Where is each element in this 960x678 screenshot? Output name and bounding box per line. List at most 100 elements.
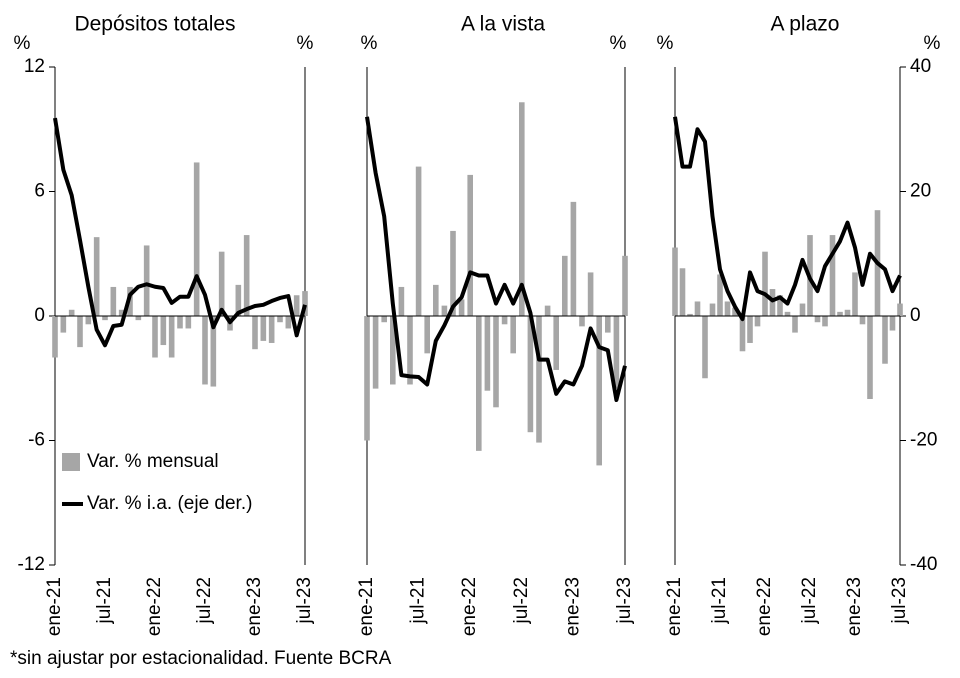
bar	[441, 305, 448, 316]
bar	[102, 316, 108, 321]
bar	[177, 316, 183, 329]
bar	[777, 295, 783, 316]
bar	[493, 316, 499, 408]
bar	[553, 316, 559, 370]
bar	[709, 303, 716, 316]
bar	[364, 316, 370, 441]
bar	[415, 166, 422, 316]
bar	[277, 316, 283, 323]
x-tick-label: jul-21	[408, 577, 429, 624]
bar	[859, 316, 866, 325]
bar	[390, 316, 396, 385]
y2-tick-label: -20	[910, 430, 937, 451]
x-tick-label: ene-21	[356, 577, 377, 636]
y-unit: %	[657, 33, 674, 54]
x-tick-label: ene-22	[459, 577, 480, 636]
bar	[596, 316, 602, 466]
bar	[433, 284, 439, 316]
bar	[160, 316, 167, 346]
bar	[484, 316, 491, 391]
bar	[867, 316, 873, 399]
y2-unit: %	[297, 33, 314, 54]
x-tick-label: ene-23	[244, 577, 265, 636]
bar	[679, 268, 686, 316]
line-series	[365, 116, 627, 403]
x-tick-label: ene-22	[144, 577, 165, 636]
bar	[739, 316, 746, 352]
y-tick-label: 0	[34, 305, 45, 326]
bar	[93, 237, 100, 316]
line-series	[53, 117, 307, 348]
y2-unit: %	[610, 33, 627, 54]
bar	[605, 316, 611, 333]
bar	[252, 316, 258, 350]
bar	[897, 303, 903, 316]
bar	[424, 316, 430, 354]
bar	[579, 316, 585, 327]
x-tick-label: ene-21	[44, 577, 65, 636]
bar	[60, 316, 67, 333]
bar	[510, 316, 516, 354]
x-tick-label: jul-22	[799, 577, 820, 624]
bar	[476, 316, 482, 451]
bar	[218, 251, 225, 316]
y2-tick-label: 20	[910, 181, 931, 202]
footnote: *sin ajustar por estacionalidad. Fuente …	[10, 648, 392, 669]
bar	[135, 316, 142, 321]
bar	[814, 316, 821, 323]
bar	[717, 274, 723, 316]
bar	[268, 316, 275, 343]
bar	[110, 286, 117, 316]
bar	[747, 316, 753, 343]
bar	[837, 311, 843, 316]
bar	[587, 272, 594, 316]
bar	[702, 316, 708, 379]
bar	[844, 309, 851, 316]
bar	[260, 316, 267, 341]
bar	[852, 272, 858, 316]
legend-label: Var. % i.a. (eje der.)	[87, 493, 252, 514]
bar	[143, 245, 150, 316]
bar	[570, 201, 577, 316]
bar	[724, 301, 731, 316]
bar	[889, 316, 896, 331]
bar	[407, 316, 413, 385]
bar	[792, 316, 798, 333]
y2-tick-label: 40	[910, 56, 931, 77]
y-tick-label: -6	[28, 430, 45, 451]
x-tick-label: jul-22	[511, 577, 532, 624]
x-tick-label: jul-23	[294, 577, 315, 624]
bar	[77, 316, 83, 348]
bar	[185, 316, 192, 329]
bar	[235, 284, 242, 316]
bar	[68, 309, 75, 316]
bar	[732, 307, 738, 316]
y2-tick-label: 0	[910, 305, 921, 326]
bar	[544, 305, 551, 316]
bar	[799, 303, 806, 316]
bar	[450, 230, 456, 316]
x-tick-label: jul-23	[889, 577, 910, 624]
y-tick-label: 12	[24, 56, 45, 77]
x-tick-label: ene-23	[844, 577, 865, 636]
y2-unit: %	[924, 33, 941, 54]
bar	[210, 316, 217, 387]
bar	[882, 316, 888, 364]
bar	[769, 289, 776, 316]
bar	[762, 251, 768, 316]
legend-swatch	[62, 453, 80, 471]
bar	[613, 316, 620, 389]
bar	[202, 316, 208, 385]
bar	[381, 316, 387, 323]
panel-title: Depósitos totales	[74, 13, 235, 36]
bar	[784, 311, 791, 316]
x-tick-label: ene-23	[562, 577, 583, 636]
bar	[458, 299, 465, 316]
bar	[52, 316, 58, 358]
x-tick-label: jul-21	[94, 577, 115, 624]
y-tick-label: 6	[34, 181, 45, 202]
y-unit: %	[361, 33, 378, 54]
y2-tick-label: -40	[910, 554, 937, 575]
bar	[829, 235, 836, 316]
